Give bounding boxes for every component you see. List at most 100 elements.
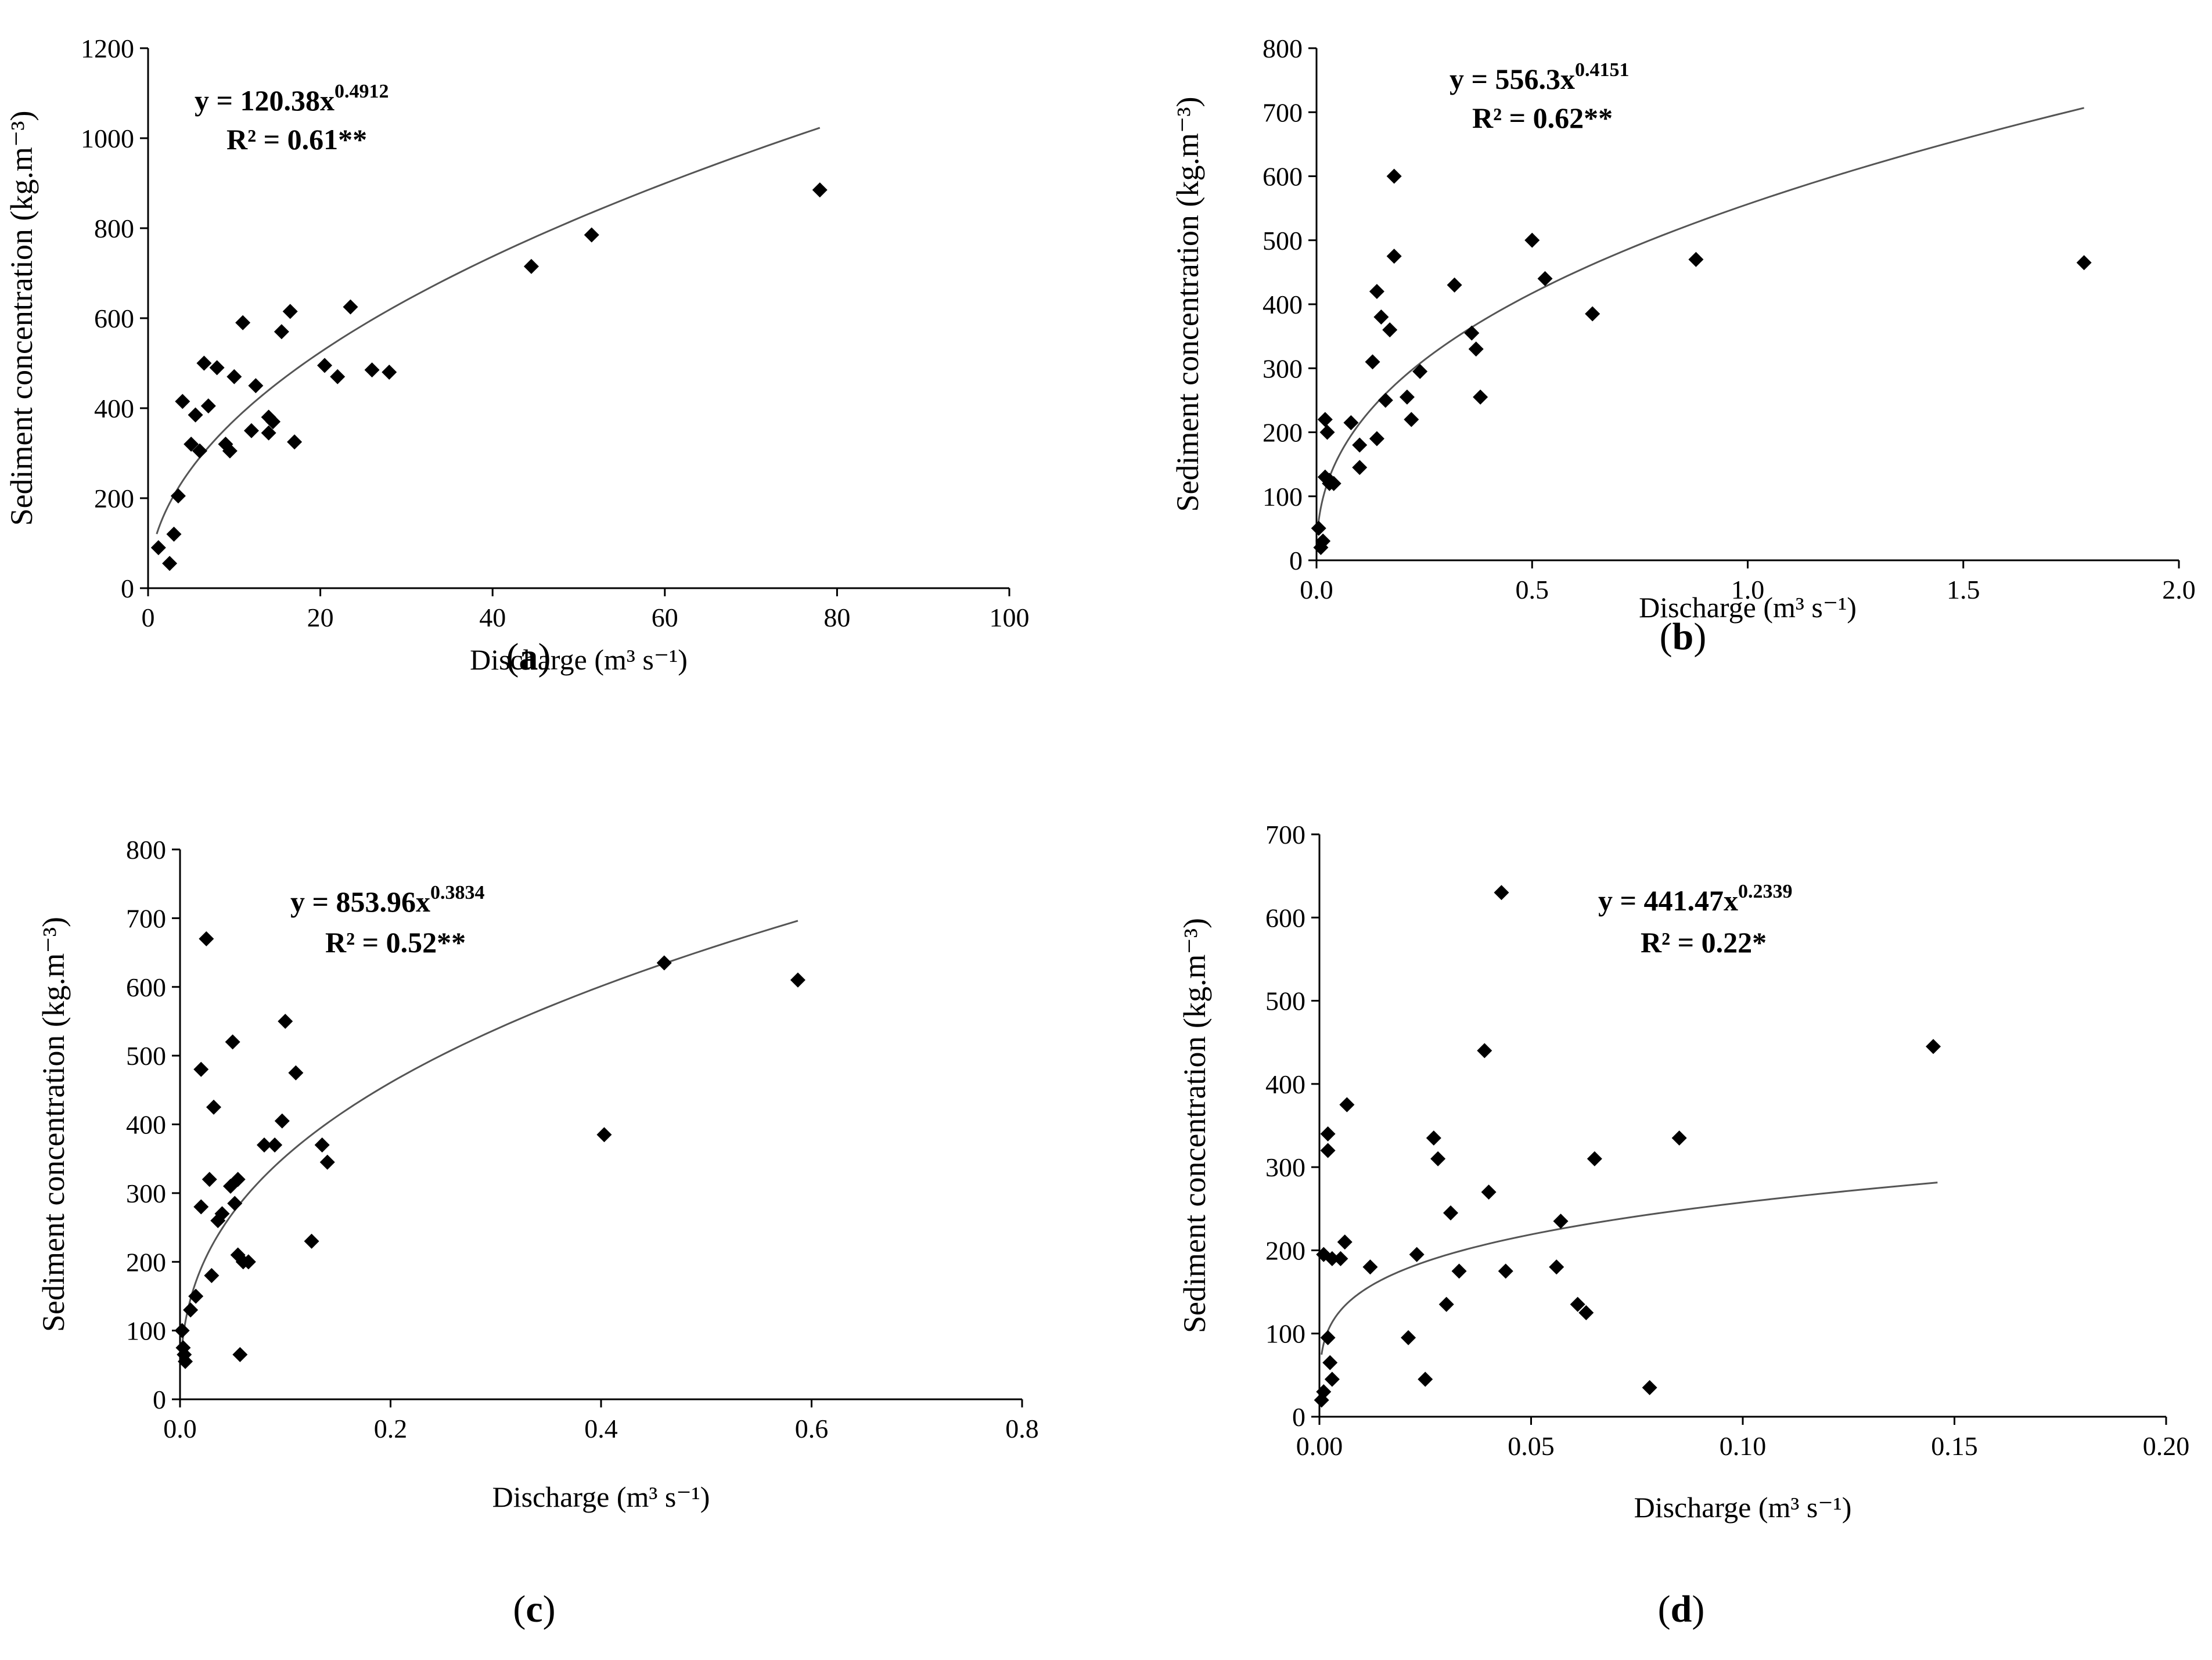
data-point: [1926, 1039, 1941, 1054]
panel-label-letter: a: [519, 636, 538, 678]
y-tick-label: 200: [1263, 418, 1303, 448]
data-point: [235, 315, 251, 330]
data-point: [243, 423, 259, 438]
data-point: [1412, 363, 1428, 379]
x-tick-label: 0.0: [163, 1414, 197, 1443]
data-point: [317, 358, 333, 373]
data-point: [248, 378, 264, 394]
y-tick-label: 600: [126, 973, 166, 1002]
data-point: [1352, 460, 1368, 476]
panel-label-close-paren: ): [1693, 615, 1706, 658]
data-point: [257, 1137, 272, 1153]
trendline: [156, 127, 821, 535]
data-point: [1464, 325, 1480, 341]
data-point: [1320, 1143, 1336, 1158]
y-tick-label: 0: [1289, 546, 1303, 575]
y-tick-label: 700: [1265, 820, 1305, 849]
data-point: [1553, 1214, 1569, 1229]
data-point: [261, 425, 276, 441]
data-point: [199, 931, 214, 946]
data-point: [222, 443, 238, 459]
x-tick-label: 0.8: [1005, 1414, 1039, 1443]
data-point: [343, 299, 358, 315]
y-tick-label: 800: [1263, 34, 1303, 63]
x-tick-label: 40: [479, 603, 506, 632]
equation-base: y = 556.3x: [1450, 63, 1575, 95]
data-point: [1477, 1043, 1492, 1058]
data-point: [209, 360, 225, 376]
y-tick-label: 500: [1263, 226, 1303, 255]
x-tick-label: 80: [823, 603, 850, 632]
y-tick-label: 100: [126, 1316, 166, 1346]
panel-label: (c): [513, 1588, 555, 1630]
data-point: [240, 1254, 256, 1270]
panel-label-open-paren: (: [513, 1588, 526, 1630]
equation-base: y = 853.96x: [290, 885, 430, 918]
x-tick-label: 0.00: [1296, 1431, 1343, 1461]
equation-exponent: 0.4151: [1575, 59, 1630, 81]
y-tick-label: 600: [1265, 903, 1305, 932]
data-point: [1382, 322, 1398, 338]
y-tick-label: 300: [1265, 1153, 1305, 1182]
data-point: [214, 1206, 230, 1222]
data-point: [200, 398, 216, 414]
data-point: [282, 304, 298, 319]
y-tick-label: 500: [1265, 986, 1305, 1016]
data-point: [1311, 520, 1326, 536]
data-point: [1386, 249, 1402, 264]
data-point: [204, 1267, 220, 1283]
data-point: [1322, 1355, 1338, 1370]
chart-panel-a: 0 200 400 600 800 1000 1200 0 20 40 60 80 100 Dischar…: [4, 34, 1030, 678]
data-point: [1369, 431, 1384, 446]
data-point: [1320, 1126, 1336, 1142]
x-tick-label: 60: [652, 603, 678, 632]
data-point: [1409, 1247, 1425, 1262]
panel-label: (b): [1660, 615, 1707, 658]
data-point: [170, 488, 186, 504]
x-axis-title: Discharge (m³ s⁻¹): [1634, 1491, 1852, 1524]
data-point: [206, 1099, 221, 1115]
data-point: [1377, 393, 1393, 408]
data-point: [1320, 1330, 1336, 1345]
x-tick-label: 0.2: [374, 1414, 408, 1443]
panel-label-close-paren: ): [543, 1588, 556, 1630]
data-point: [196, 355, 212, 371]
data-point: [656, 955, 672, 971]
data-point: [192, 443, 207, 459]
data-point: [174, 1323, 190, 1338]
y-axis-title: Sediment concentration (kg.m⁻³): [36, 917, 71, 1332]
data-point: [1365, 354, 1380, 370]
data-point: [330, 369, 346, 384]
data-point: [1438, 1297, 1454, 1312]
y-tick-label: 600: [94, 304, 134, 333]
panel-label: (d): [1658, 1588, 1705, 1630]
y-tick-label: 300: [126, 1179, 166, 1208]
data-point: [183, 1302, 199, 1318]
y-tick-label: 600: [1263, 162, 1303, 192]
panel-label-close-paren: ): [1692, 1588, 1704, 1630]
data-point: [1316, 1384, 1332, 1400]
y-tick-label: 1000: [81, 124, 134, 153]
data-point: [267, 1137, 283, 1153]
y-tick-label: 0: [1292, 1402, 1305, 1432]
y-tick-label: 1200: [81, 34, 134, 63]
y-tick-label: 700: [1263, 98, 1303, 127]
data-point: [1399, 389, 1415, 405]
data-point: [1369, 283, 1384, 299]
data-point: [166, 527, 182, 542]
data-point: [1688, 251, 1704, 267]
equation-label: y = 556.3x0.4151: [1450, 59, 1630, 95]
panel-label-open-paren: (: [506, 636, 519, 678]
data-point: [232, 1347, 248, 1363]
equation-label: y = 441.47x0.2339: [1598, 881, 1793, 917]
x-tick-label: 0.15: [1931, 1431, 1978, 1461]
data-point: [790, 972, 805, 988]
equation-base: y = 120.38x: [195, 84, 335, 117]
data-point: [1426, 1130, 1441, 1146]
r-squared-label: R² = 0.52**: [325, 926, 466, 959]
data-point: [1373, 309, 1389, 325]
data-point: [184, 437, 199, 452]
r-squared-label: R² = 0.62**: [1472, 102, 1613, 134]
y-axis-title: Sediment concentration (kg.m⁻³): [1177, 918, 1212, 1333]
r-squared-label: R² = 0.61**: [226, 123, 367, 156]
